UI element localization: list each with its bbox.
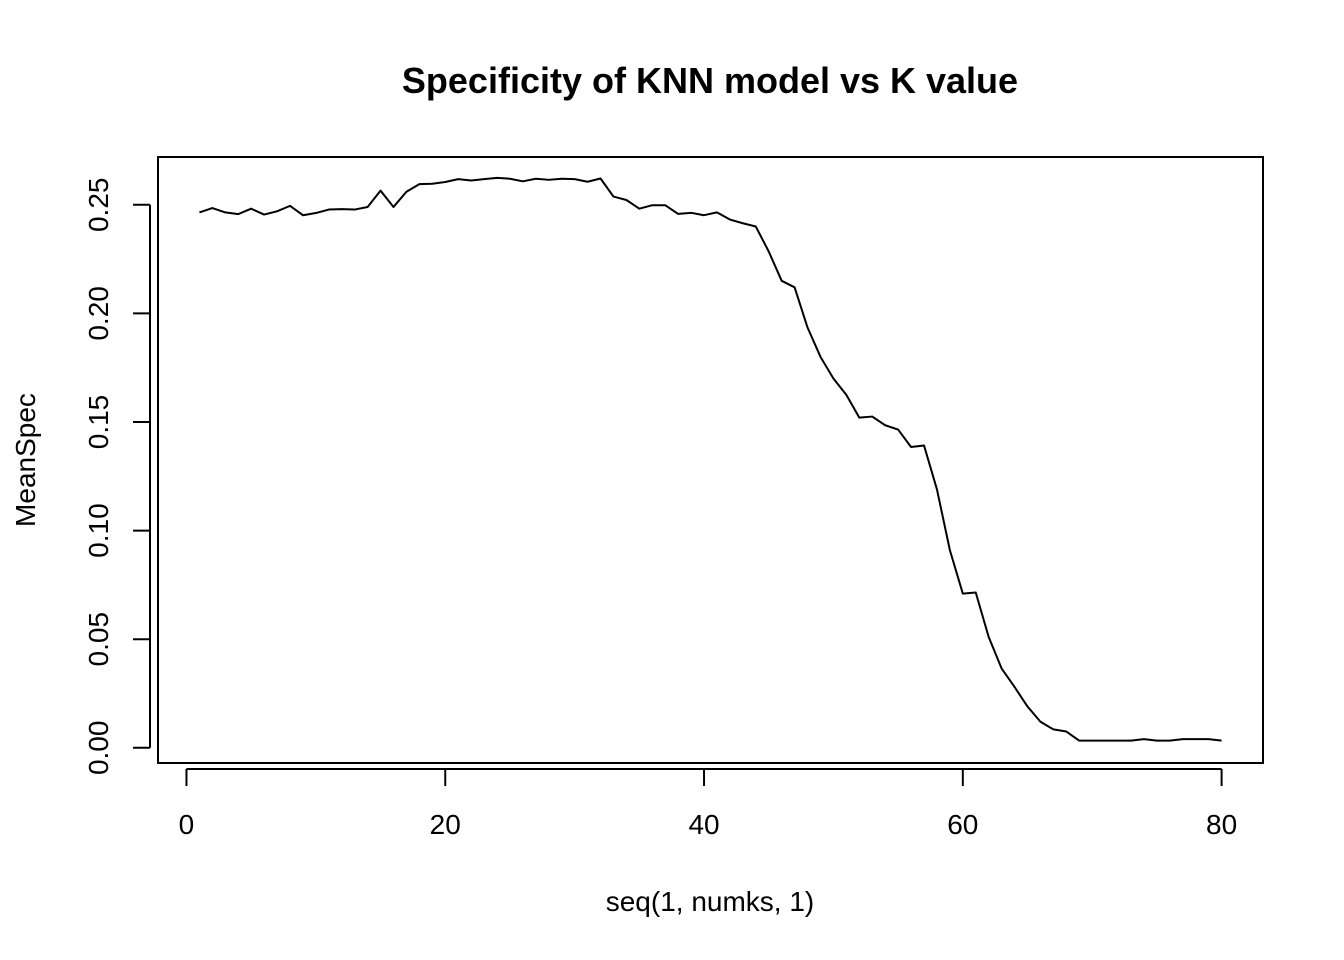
series-line <box>199 176 1222 742</box>
x-tick-label: 80 <box>1206 809 1237 840</box>
y-tick-label: 0.00 <box>83 721 114 776</box>
plot-frame <box>157 156 1264 764</box>
x-tick-label: 0 <box>179 809 195 840</box>
y-axis-label: MeanSpec <box>10 393 41 527</box>
y-tick-label: 0.05 <box>83 612 114 667</box>
x-tick-label: 40 <box>688 809 719 840</box>
x-axis-label: seq(1, numks, 1) <box>606 886 815 917</box>
y-tick-label: 0.20 <box>83 286 114 341</box>
x-axis: 0 20 40 60 80 <box>179 768 1237 840</box>
y-axis: 0.00 0.05 0.10 0.15 0.20 0.25 <box>83 178 151 776</box>
y-tick-label: 0.10 <box>83 503 114 558</box>
x-tick-label: 20 <box>430 809 461 840</box>
chart-title: Specificity of KNN model vs K value <box>402 60 1018 101</box>
x-tick-label: 60 <box>947 809 978 840</box>
y-tick-label: 0.15 <box>83 395 114 450</box>
y-tick-label: 0.25 <box>83 178 114 233</box>
